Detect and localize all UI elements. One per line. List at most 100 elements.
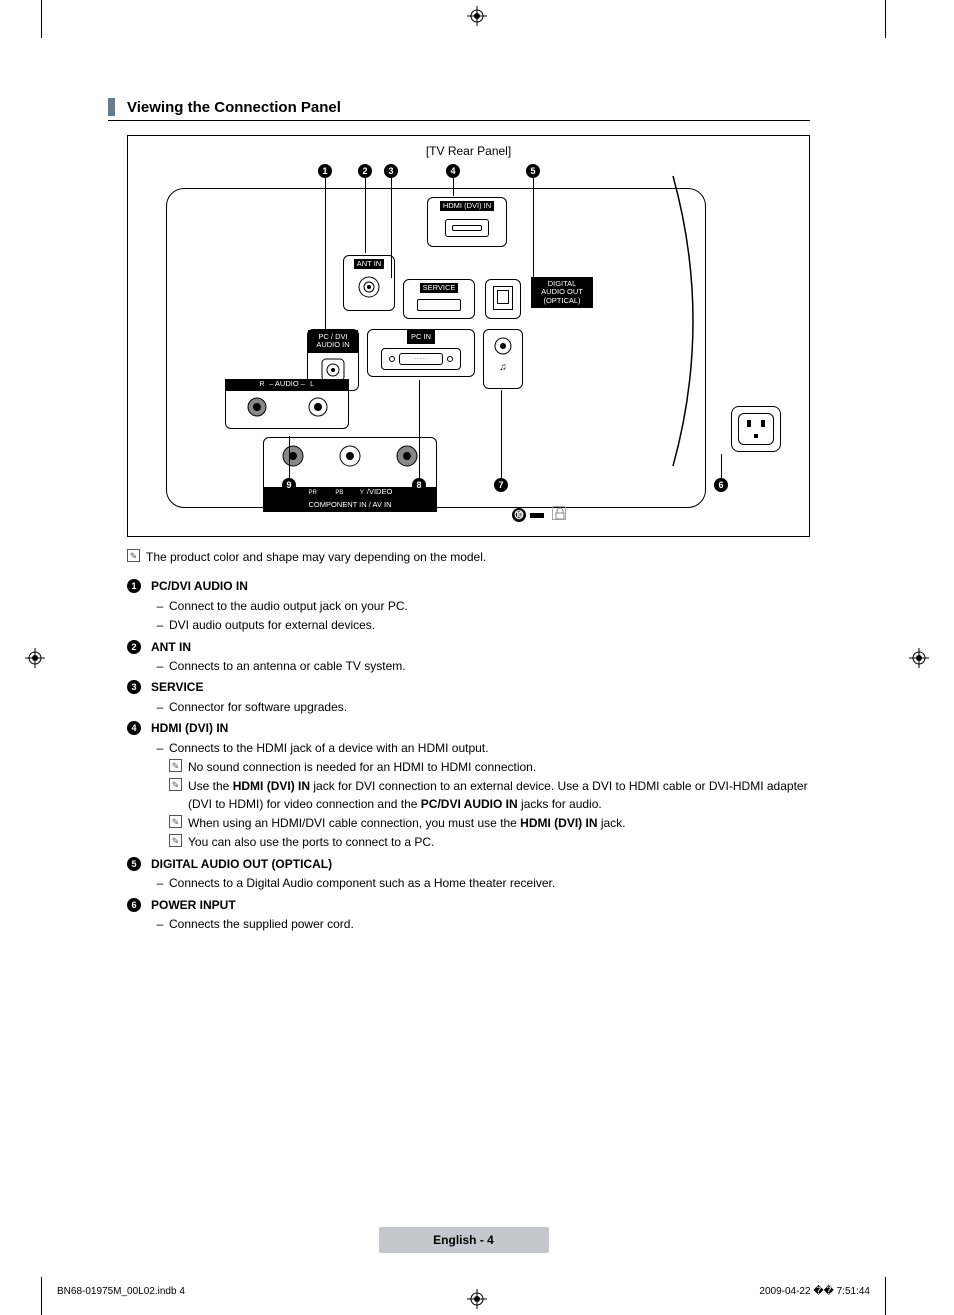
panel-curve-icon (663, 166, 723, 476)
top-note: ✎ The product color and shape may vary d… (127, 549, 810, 566)
hdmi-connector-icon (445, 219, 489, 237)
top-note-text: The product color and shape may vary dep… (146, 549, 486, 566)
dash-marker: – (151, 598, 169, 615)
note-text: Use the HDMI (DVI) IN jack for DVI conne… (188, 778, 810, 813)
service-label: SERVICE (420, 283, 459, 293)
item-sublist: –Connects to the HDMI jack of a device w… (151, 740, 810, 757)
crop-mark (885, 0, 886, 38)
note-icon: ✎ (169, 759, 182, 772)
slot-icon (493, 286, 513, 310)
component-label: COMPONENT IN / AV IN (263, 498, 437, 512)
note-icon: ✎ (169, 834, 182, 847)
ant-in-port: ANT IN (343, 255, 395, 311)
registration-mark-icon (467, 6, 487, 26)
item-sublist: –Connect to the audio output jack on you… (151, 598, 810, 635)
callout-line (289, 436, 290, 478)
dash-text: DVI audio outputs for external devices. (169, 617, 375, 634)
headphone-port: ♫ (483, 329, 523, 389)
hdmi-label: HDMI (DVI) IN (440, 201, 494, 211)
slot-port (485, 279, 521, 319)
dash-marker: – (151, 699, 169, 716)
meta-right: 2009-04-22 �� 7:51:44 (759, 1286, 870, 1297)
hdmi-port: HDMI (DVI) IN (427, 197, 507, 247)
content-body: ✎ The product color and shape may vary d… (127, 549, 810, 933)
item-row: 6 POWER INPUT (127, 897, 810, 914)
item-badge: 1 (127, 579, 141, 593)
callout-badge-5: 5 (526, 164, 540, 178)
dash-text: Connects to a Digital Audio component su… (169, 875, 555, 892)
dash-row: –Connects the supplied power cord. (151, 916, 810, 933)
item-row: 3SERVICE (127, 679, 810, 696)
headphone-icon: ♫ (484, 362, 522, 373)
dash-text: Connects the supplied power cord. (169, 916, 354, 933)
item-title: HDMI (DVI) IN (151, 720, 228, 737)
audio-rl-label: R – AUDIO – L (225, 379, 349, 391)
service-connector-icon (417, 299, 461, 311)
item-title: DIGITAL AUDIO OUT (OPTICAL) (151, 856, 332, 873)
print-meta: BN68-01975M_00L02.indb 4 2009-04-22 �� 7… (51, 1286, 876, 1297)
note-text: You can also use the ports to connect to… (188, 834, 810, 851)
dash-row: –Connects to the HDMI jack of a device w… (151, 740, 810, 757)
note-icon: ✎ (169, 815, 182, 828)
dash-marker: – (151, 875, 169, 892)
ant-label: ANT IN (354, 259, 384, 269)
registration-mark-icon (909, 648, 929, 668)
callout-badge-8: 8 (412, 478, 426, 492)
coax-connector-icon (357, 275, 381, 299)
callout-line (501, 390, 502, 478)
digital-audio-label: DIGITAL AUDIO OUT (OPTICAL) (531, 277, 593, 308)
callout-badge-2: 2 (358, 164, 372, 178)
dash-marker: – (151, 916, 169, 933)
page: Viewing the Connection Panel [TV Rear Pa… (51, 38, 876, 1277)
note-row: ✎ You can also use the ports to connect t… (169, 834, 810, 851)
note-row: ✎ When using an HDMI/DVI cable connection… (169, 815, 810, 832)
kensington-slot-icon (530, 513, 544, 518)
note-row: ✎No sound connection is needed for an HD… (169, 759, 810, 776)
item-sublist: –Connects to a Digital Audio component s… (151, 875, 810, 892)
crop-mark (41, 0, 42, 38)
rca-icon (281, 444, 305, 468)
pcin-label: PC IN (407, 330, 435, 344)
section-title: Viewing the Connection Panel (127, 99, 341, 116)
vga-connector-icon: ····· (381, 348, 461, 370)
rca-icon (338, 444, 362, 468)
dash-row: –Connector for software upgrades. (151, 699, 810, 716)
pc-in-port: PC IN ····· (367, 329, 475, 377)
digital-audio-out-port: DIGITAL AUDIO OUT (OPTICAL) (531, 277, 593, 319)
dash-row: –Connects to a Digital Audio component s… (151, 875, 810, 892)
rear-panel-diagram: [TV Rear Panel] 1 2 3 4 5 HDMI (DVI) IN … (127, 135, 810, 537)
item-title: PC/DVI AUDIO IN (151, 578, 248, 595)
item-row: 5 DIGITAL AUDIO OUT (OPTICAL) (127, 856, 810, 873)
diagram-title: [TV Rear Panel] (128, 144, 809, 158)
dash-marker: – (151, 740, 169, 757)
dash-text: Connector for software upgrades. (169, 699, 347, 716)
item-sublist: –Connects to an antenna or cable TV syst… (151, 658, 810, 675)
item-badge: 6 (127, 898, 141, 912)
item-badge: 2 (127, 640, 141, 654)
note-row: ✎Use the HDMI (DVI) IN jack for DVI conn… (169, 778, 810, 813)
callout-line (419, 380, 420, 478)
registration-mark-icon (25, 648, 45, 668)
item-badge: 4 (127, 721, 141, 735)
dash-text: Connects to the HDMI jack of a device wi… (169, 740, 488, 757)
note-text: When using an HDMI/DVI cable connection,… (188, 815, 810, 832)
section-header: Viewing the Connection Panel (108, 98, 810, 121)
callout-line (721, 454, 722, 478)
dash-text: Connect to the audio output jack on your… (169, 598, 408, 615)
item-badge: 3 (127, 680, 141, 694)
lock-icon (552, 506, 566, 520)
callout-badge-10: ⓾ (512, 508, 526, 522)
pcdvi-audio-label: PC / DVI AUDIO IN (308, 330, 358, 353)
section-marker-icon (108, 98, 115, 116)
item-sublist: –Connects the supplied power cord. (151, 916, 810, 933)
item-title: ANT IN (151, 639, 191, 656)
rca-icon (246, 396, 268, 418)
item-row: 4 HDMI (DVI) IN (127, 720, 810, 737)
audio-rl-port: R – AUDIO – L (225, 379, 349, 429)
dash-row: –Connect to the audio output jack on you… (151, 598, 810, 615)
item-row: 1 PC/DVI AUDIO IN (127, 578, 810, 595)
meta-left: BN68-01975M_00L02.indb 4 (57, 1286, 185, 1297)
note-icon: ✎ (127, 549, 140, 562)
item-badge: 5 (127, 857, 141, 871)
item-title: POWER INPUT (151, 897, 236, 914)
